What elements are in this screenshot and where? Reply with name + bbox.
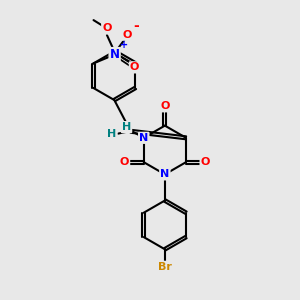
Text: O: O — [130, 62, 139, 72]
Text: Br: Br — [158, 262, 172, 272]
Text: -: - — [134, 19, 139, 33]
Text: O: O — [102, 23, 112, 33]
Text: N: N — [110, 48, 120, 61]
Text: O: O — [160, 101, 170, 111]
Text: O: O — [120, 157, 129, 167]
Text: H: H — [122, 122, 131, 132]
Text: O: O — [122, 30, 131, 40]
Text: N: N — [139, 133, 148, 143]
Text: N: N — [160, 169, 170, 179]
Text: H: H — [107, 129, 117, 139]
Text: +: + — [120, 40, 128, 50]
Text: O: O — [201, 157, 210, 167]
